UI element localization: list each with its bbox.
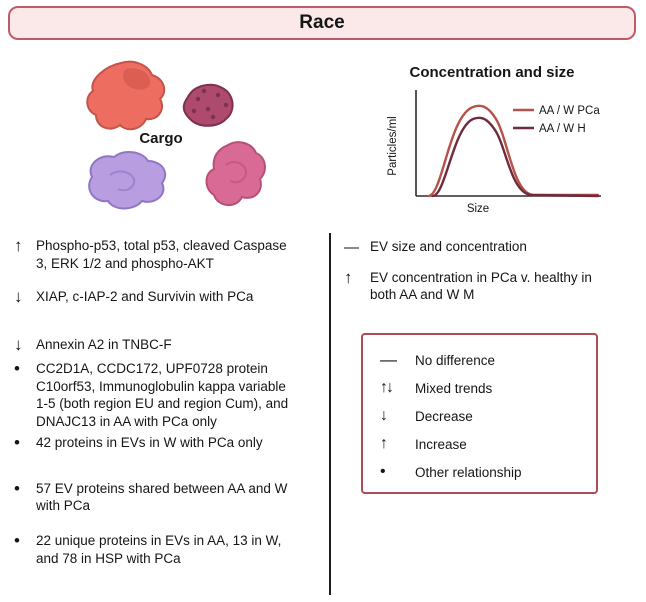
legend-label-healthy: AA / W H [539, 123, 586, 135]
mixed-arrows-icon: ↑↓ [380, 379, 394, 396]
finding-item: • CC2D1A, CCDC172, UPF0728 protein C10or… [14, 360, 314, 431]
up-arrow-icon: ↑ [380, 435, 388, 452]
finding-text: EV size and concentration [370, 239, 527, 254]
bullet-icon: • [14, 432, 20, 452]
legend-item-label: Other relationship [415, 464, 522, 480]
bullet-icon: • [14, 478, 20, 498]
legend-item: — No difference [363, 346, 596, 374]
legend-box: — No difference ↑↓ Mixed trends ↓ Decrea… [361, 333, 598, 494]
finding-item: ↑ Phospho-p53, total p53, cleaved Caspas… [14, 237, 314, 272]
curve-aa-w-healthy [431, 116, 600, 198]
finding-text: CC2D1A, CCDC172, UPF0728 protein C10orf5… [36, 361, 289, 430]
legend-item-label: Decrease [415, 408, 473, 424]
finding-item: ↑ EV concentration in PCa v. healthy in … [344, 267, 636, 304]
cargo-blob-purple-cell [88, 151, 167, 210]
cargo-blob-salmon-shading [123, 68, 151, 90]
finding-item: ↓ XIAP, c-IAP-2 and Survivin with PCa [14, 288, 314, 306]
concentration-size-chart: Particles/ml Size AA / W PCa AA / W H [387, 90, 601, 215]
cargo-label: Cargo [139, 130, 183, 147]
curve-aa-w-pca [427, 104, 600, 198]
finding-item: • 22 unique proteins in EVs in AA, 13 in… [14, 532, 314, 567]
cargo-blobs-illustration [86, 60, 266, 210]
column-divider [329, 233, 331, 595]
cargo-blob-pink-cell [205, 141, 266, 206]
finding-item: • 42 proteins in EVs in W with PCa only [14, 432, 314, 452]
down-arrow-icon: ↓ [380, 407, 388, 424]
finding-text: XIAP, c-IAP-2 and Survivin with PCa [36, 289, 254, 305]
finding-text: EV concentration in PCa v. healthy in bo… [370, 269, 592, 303]
finding-item: ↓ Annexin A2 in TNBC-F [14, 336, 314, 354]
finding-text: Phospho-p53, total p53, cleaved Caspase … [36, 238, 287, 271]
cargo-blob-maroon-dots [191, 88, 229, 120]
finding-text: 57 EV proteins shared between AA and W w… [36, 480, 288, 514]
legend-label-pca: AA / W PCa [539, 105, 600, 117]
findings-left-column: ↑ Phospho-p53, total p53, cleaved Caspas… [14, 237, 314, 567]
bullet-icon: • [380, 463, 386, 480]
legend-item: ↓ Decrease [363, 402, 596, 430]
down-arrow-icon: ↓ [14, 335, 23, 355]
down-arrow-icon: ↓ [14, 287, 23, 307]
up-arrow-icon: ↑ [344, 267, 353, 287]
bullet-icon: • [14, 359, 20, 379]
cargo-blob-purple-detail [109, 170, 136, 192]
race-title: Race [299, 12, 345, 33]
bullet-icon: • [14, 530, 20, 550]
dash-icon: — [380, 350, 397, 369]
legend-item: • Other relationship [363, 458, 596, 486]
cargo-blob-pink-detail [225, 161, 248, 184]
findings-right-column: — EV size and concentration ↑ EV concent… [344, 238, 636, 304]
chart-title: Concentration and size [409, 64, 575, 81]
y-axis-label: Particles/ml [387, 116, 399, 175]
dash-icon: — [344, 239, 359, 256]
finding-text: Annexin A2 in TNBC-F [36, 337, 172, 353]
legend-item: ↑ Increase [363, 430, 596, 458]
legend-item-label: No difference [415, 352, 496, 368]
race-title-banner: Race [8, 6, 636, 40]
finding-item: • 57 EV proteins shared between AA and W… [14, 478, 314, 515]
cargo-blob-maroon-cell [182, 83, 234, 127]
x-axis-label: Size [467, 203, 489, 215]
finding-text: 22 unique proteins in EVs in AA, 13 in W… [36, 532, 282, 566]
legend-item-label: Mixed trends [415, 380, 493, 396]
up-arrow-icon: ↑ [14, 236, 23, 255]
finding-text: 42 proteins in EVs in W with PCa only [36, 434, 263, 450]
legend-item: ↑↓ Mixed trends [363, 374, 596, 402]
legend-item-label: Increase [415, 436, 467, 452]
finding-item: — EV size and concentration [344, 238, 636, 256]
